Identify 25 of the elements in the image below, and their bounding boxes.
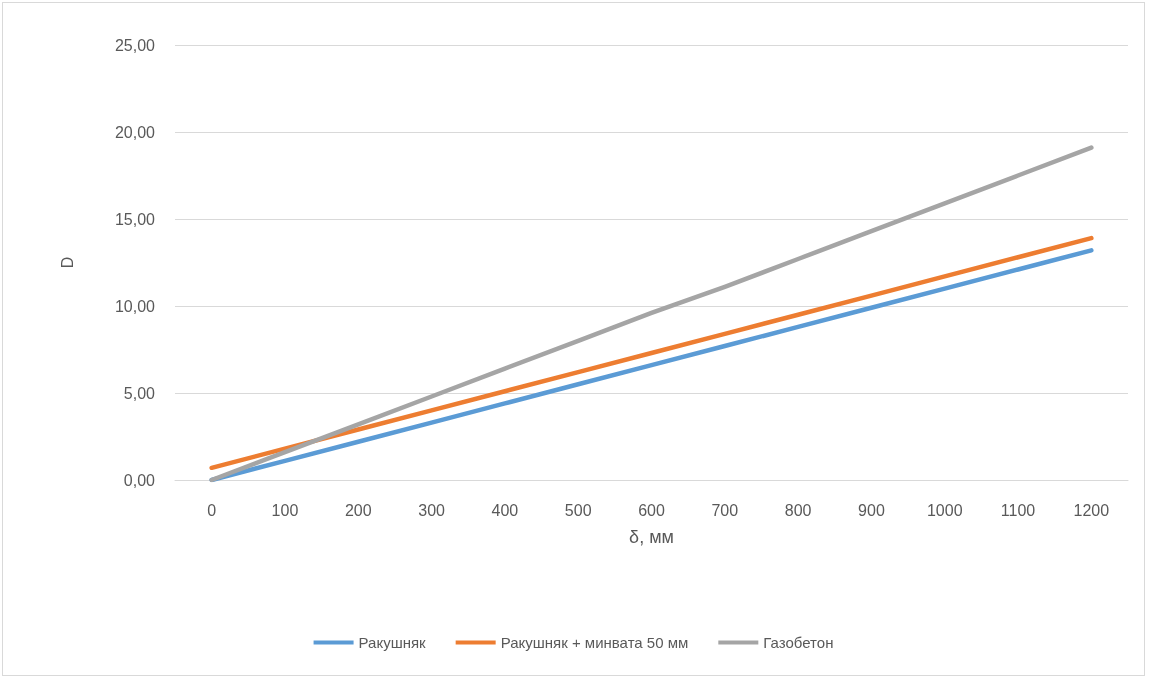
- y-tick-label: 5,00: [123, 384, 156, 402]
- x-tick-label: 1000: [926, 501, 963, 519]
- x-tick-label: 1100: [1000, 501, 1036, 519]
- x-tick-label: 300: [418, 501, 446, 519]
- x-tick-label: 600: [638, 501, 665, 519]
- line-series: [209, 145, 1094, 483]
- y-axis-title: D: [58, 256, 76, 269]
- y-tick-label: 15,00: [114, 210, 156, 228]
- legend-label: Ракушняк: [358, 634, 427, 651]
- x-tick-label: 500: [564, 501, 592, 519]
- x-tick-label: 0: [207, 501, 217, 519]
- y-tick-label: 20,00: [114, 123, 156, 141]
- y-tick-label: 10,00: [114, 297, 156, 315]
- y-tick-label: 25,00: [114, 36, 156, 54]
- x-tick-label: 100: [271, 501, 299, 519]
- x-tick-label: 900: [858, 501, 885, 519]
- legend-label: Ракушняк + минвата 50 мм: [500, 634, 689, 651]
- y-tick-label: 0,00: [123, 471, 156, 489]
- legend-label: Газобетон: [763, 634, 834, 651]
- x-tick-label: 1200: [1073, 501, 1110, 519]
- x-tick-label: 800: [784, 501, 812, 519]
- x-tick-label: 700: [711, 501, 739, 519]
- x-axis-title: δ, мм: [629, 527, 674, 547]
- x-tick-label: 400: [491, 501, 519, 519]
- x-tick-label: 200: [344, 501, 372, 519]
